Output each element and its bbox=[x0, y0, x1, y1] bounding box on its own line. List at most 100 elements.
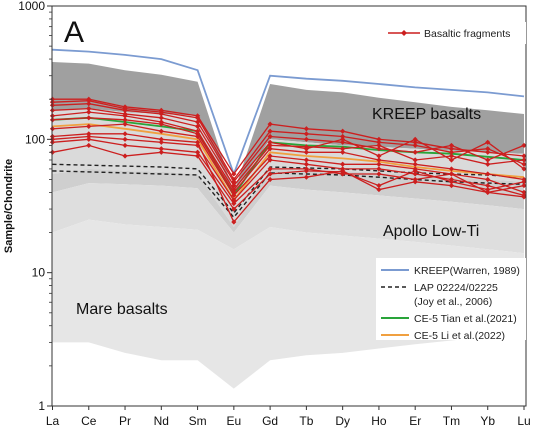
axes-layer: 1 10 100 1000 La Ce Pr Nd Sm Eu Gd Tb Dy Ho Er Tm Yb Lu bbox=[18, 0, 530, 428]
x-tick-label: Lu bbox=[517, 414, 530, 428]
x-tick-label: Yb bbox=[480, 414, 495, 428]
sample-point bbox=[376, 161, 382, 167]
sample-point bbox=[194, 131, 201, 137]
sample-point bbox=[303, 168, 309, 174]
sample-point bbox=[485, 161, 491, 167]
sample-point bbox=[485, 157, 491, 163]
plot-frame bbox=[51, 5, 527, 407]
sample-point bbox=[231, 219, 237, 225]
x-tick-label: Pr bbox=[119, 414, 131, 428]
sample-point bbox=[303, 131, 309, 137]
sample-point bbox=[122, 113, 128, 119]
sample-point bbox=[86, 123, 92, 130]
sample-point bbox=[521, 161, 527, 167]
sample-point bbox=[521, 194, 527, 200]
legend-reference-box bbox=[376, 258, 526, 340]
x-tick-label: Tm bbox=[443, 414, 460, 428]
sample-point bbox=[448, 182, 455, 189]
sample-point bbox=[267, 157, 273, 163]
sample-point bbox=[376, 146, 382, 152]
sample-point bbox=[412, 168, 418, 174]
sample-point bbox=[303, 157, 309, 163]
sample-point bbox=[448, 146, 455, 152]
sample-point bbox=[86, 131, 92, 137]
sample-point bbox=[267, 171, 273, 177]
sample-point bbox=[485, 146, 491, 152]
sample-point bbox=[158, 146, 164, 152]
y-tick-label: 10 bbox=[32, 266, 46, 280]
sample-point bbox=[86, 106, 92, 112]
sample-point bbox=[86, 98, 92, 104]
sample-point bbox=[158, 111, 164, 117]
sample-point bbox=[267, 153, 273, 159]
legend-label-1-line2: (Joy et al., 2006) bbox=[414, 296, 492, 308]
sample-point bbox=[521, 153, 527, 159]
sample-point bbox=[303, 149, 309, 155]
sample-point bbox=[412, 171, 418, 177]
sample-point bbox=[194, 149, 201, 155]
x-tick-label: La bbox=[46, 414, 60, 428]
sample-point bbox=[122, 136, 128, 142]
sample-point bbox=[340, 128, 346, 134]
sample-point bbox=[521, 166, 527, 172]
sample-point bbox=[340, 146, 346, 152]
sample-point bbox=[267, 128, 273, 134]
panel-letter: A bbox=[64, 16, 84, 49]
sample-point bbox=[340, 136, 346, 142]
sample-point bbox=[267, 146, 273, 152]
sample-point bbox=[376, 153, 382, 159]
sample-point bbox=[448, 171, 455, 177]
sample-point bbox=[521, 179, 527, 185]
reference-series-line-1 bbox=[52, 163, 525, 215]
sample-point bbox=[267, 121, 273, 127]
sample-point bbox=[340, 149, 346, 155]
sample-point bbox=[194, 119, 201, 125]
sample-point bbox=[86, 133, 92, 140]
sample-point bbox=[194, 133, 201, 140]
sample-point bbox=[521, 182, 527, 189]
sample-point bbox=[194, 153, 201, 159]
x-tick-label: Dy bbox=[335, 414, 350, 428]
x-tick-label: Ce bbox=[81, 414, 97, 428]
sample-point bbox=[86, 136, 92, 142]
y-tick-label: 1 bbox=[38, 399, 45, 413]
sample-point bbox=[267, 142, 273, 149]
sample-series-4 bbox=[49, 109, 527, 193]
sample-line-4 bbox=[52, 111, 525, 191]
sample-series-10 bbox=[49, 131, 527, 225]
sample-point bbox=[448, 153, 455, 159]
region-label-kreep: KREEP basalts bbox=[372, 106, 481, 123]
reference-series-line-0 bbox=[52, 48, 525, 177]
sample-point bbox=[267, 133, 273, 140]
sample-point bbox=[303, 161, 309, 167]
sample-point bbox=[412, 161, 418, 167]
legend-samples-box bbox=[384, 22, 526, 44]
sample-point bbox=[485, 189, 491, 195]
sample-point bbox=[267, 139, 273, 145]
sample-point bbox=[376, 142, 382, 149]
legend-samples-label: Basaltic fragments bbox=[424, 28, 510, 40]
sample-point bbox=[231, 206, 237, 212]
sample-line-7 bbox=[52, 135, 525, 202]
legend: Basaltic fragments KREEP(Warren, 1989) LAP… bbox=[376, 22, 526, 342]
sample-point bbox=[485, 176, 491, 183]
sample-point bbox=[448, 149, 455, 155]
legend-label-1: LAP 02224/02225 bbox=[414, 282, 498, 294]
x-tick-label: Ho bbox=[371, 414, 387, 428]
sample-point bbox=[122, 131, 128, 137]
region-label-apollo: Apollo Low-Ti bbox=[383, 223, 479, 240]
sample-point bbox=[448, 166, 455, 172]
sample-point bbox=[376, 139, 382, 145]
sample-line-1 bbox=[52, 100, 525, 181]
sample-point bbox=[448, 157, 455, 163]
apollo-mare-gap-field bbox=[52, 183, 524, 254]
sample-point bbox=[376, 171, 382, 177]
sample-point bbox=[86, 101, 92, 107]
sample-point bbox=[303, 144, 309, 150]
reference-series-line-4 bbox=[52, 123, 525, 202]
sample-point bbox=[448, 179, 455, 185]
legend-samples-marker bbox=[401, 30, 407, 36]
reference-series-line-3 bbox=[52, 116, 525, 198]
sample-point bbox=[303, 126, 309, 132]
y-axis-label: Sample/Chondrite bbox=[3, 159, 15, 253]
